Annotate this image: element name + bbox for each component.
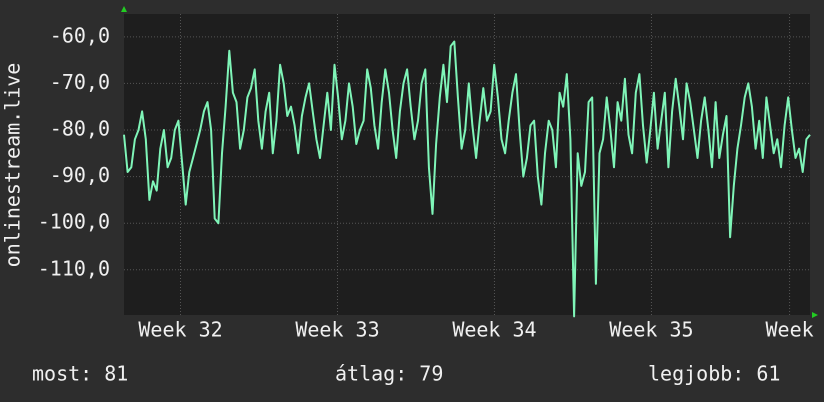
- y-tick-label: -90,0: [50, 163, 110, 187]
- y-tick-label: -100,0: [38, 210, 110, 234]
- x-tick-label: Week 35: [609, 318, 693, 342]
- footer-average: átlag: 79: [335, 362, 443, 386]
- y-tick-label: -110,0: [38, 256, 110, 280]
- axis-arrow: [812, 312, 818, 318]
- plot-area: [124, 14, 810, 315]
- y-tick-label: -80,0: [50, 117, 110, 141]
- x-tick-label: Week: [766, 318, 814, 342]
- y-tick-label: -70,0: [50, 70, 110, 94]
- axis-arrow: [121, 6, 127, 12]
- x-tick-label: Week 33: [295, 318, 379, 342]
- x-tick-label: Week 34: [452, 318, 536, 342]
- footer-best: legjobb: 61: [648, 362, 780, 386]
- y-tick-label: -60,0: [50, 23, 110, 47]
- footer-current: most: 81: [32, 362, 128, 386]
- y-axis-label: onlinestream.live: [1, 63, 25, 268]
- x-tick-label: Week 32: [138, 318, 222, 342]
- data-line: [123, 40, 811, 318]
